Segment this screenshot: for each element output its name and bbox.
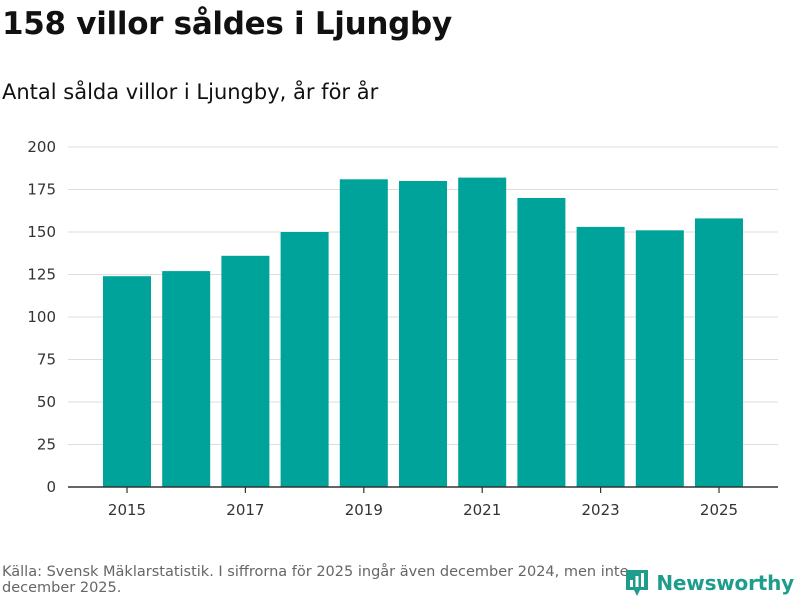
- chart-subtitle: Antal sålda villor i Ljungby, år för år: [2, 80, 379, 104]
- x-tick-label: 2023: [582, 501, 620, 519]
- y-tick-label: 100: [27, 308, 56, 326]
- y-tick-label: 25: [37, 436, 56, 454]
- y-tick-label: 75: [37, 351, 56, 369]
- y-tick-label: 200: [27, 138, 56, 156]
- y-tick-label: 150: [27, 223, 56, 241]
- y-tick-label: 0: [46, 478, 56, 496]
- bar-2019: [339, 179, 388, 488]
- bar-2024: [635, 230, 684, 488]
- y-tick-label: 125: [27, 266, 56, 284]
- bar-2015: [103, 276, 151, 487]
- brand-name: Newsworthy: [656, 571, 794, 595]
- bar-2016: [162, 271, 211, 487]
- bar-2018: [280, 232, 329, 487]
- chart-title: 158 villor såldes i Ljungby: [2, 6, 452, 42]
- bar-2021: [458, 177, 507, 487]
- x-tick-label: 2017: [226, 501, 264, 519]
- bar-2023: [576, 226, 625, 487]
- x-tick-label: 2021: [463, 501, 501, 519]
- bar-2020: [399, 181, 447, 487]
- bar-2022: [517, 198, 566, 487]
- bar-chart-pin-icon: [626, 570, 649, 596]
- bar-2025: [695, 218, 743, 487]
- y-tick-label: 50: [37, 393, 56, 411]
- x-tick-label: 2015: [108, 501, 146, 519]
- y-tick-label: 175: [27, 181, 56, 199]
- source-note: Källa: Svensk Mäklarstatistik. I siffror…: [2, 564, 629, 596]
- brand-logo[interactable]: Newsworthy: [624, 568, 794, 598]
- x-tick-label: 2025: [700, 501, 738, 519]
- bar-2017: [221, 255, 270, 487]
- x-tick-label: 2019: [345, 501, 383, 519]
- bar-chart: 0 25 50 75 100 125 150 175 200 2015 2017 2019 2021 20…: [27, 138, 778, 519]
